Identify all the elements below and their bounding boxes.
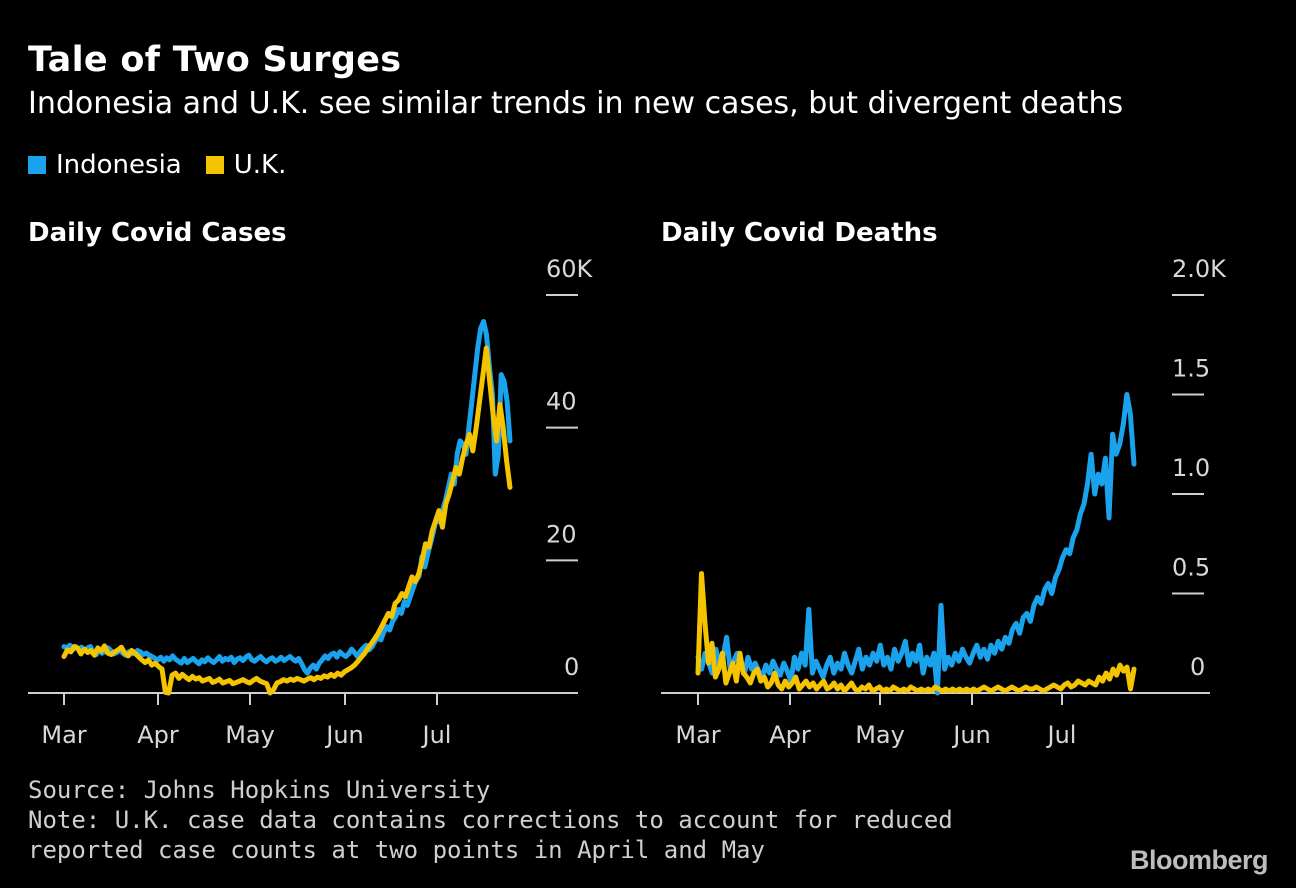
deaths-series-indonesia — [695, 392, 1137, 696]
deaths-ytick-label-4: 2.0K — [1172, 255, 1227, 283]
cases-ytick-label-2: 40 — [546, 388, 577, 416]
legend-swatch-uk — [205, 156, 224, 174]
legend-label-uk: U.K. — [233, 150, 287, 180]
cases-ytick-label-3: 60K — [546, 255, 594, 283]
deaths-xtick-label-3: Jun — [951, 721, 991, 749]
cases-xtick-label-3: Jun — [324, 721, 364, 749]
chart-title: Tale of Two Surges — [28, 40, 402, 80]
legend-label-indonesia: Indonesia — [56, 150, 182, 180]
cases-ytick-label-1: 20 — [546, 520, 577, 548]
cases-ytick-label-0: 0 — [564, 653, 579, 681]
deaths-ytick-label-1: 0.5 — [1172, 554, 1210, 582]
cases-series-indonesia — [61, 319, 513, 676]
deaths-series-uk — [695, 571, 1137, 694]
legend-swatch-indonesia — [28, 156, 46, 174]
deaths-ytick-label-2: 1.0 — [1172, 454, 1210, 482]
deaths-xtick-label-0: Mar — [675, 721, 720, 749]
cases-xtick-label-4: Jul — [421, 721, 452, 749]
bloomberg-logo: Bloomberg — [1129, 845, 1269, 875]
cases-series-uk — [61, 345, 513, 696]
deaths-panel-title: Daily Covid Deaths — [661, 218, 938, 248]
note-text: Note: U.K. case data contains correction… — [28, 806, 953, 864]
deaths-ytick-label-3: 1.5 — [1172, 355, 1210, 383]
cases-panel-title: Daily Covid Cases — [28, 218, 287, 248]
footer-notes: Source: Johns Hopkins University Note: U… — [28, 775, 1028, 865]
legend-item-indonesia: Indonesia — [28, 150, 182, 180]
cases-xtick-label-1: Apr — [137, 721, 179, 749]
deaths-xtick-label-4: Jul — [1046, 721, 1077, 749]
legend-item-uk: U.K. — [205, 150, 287, 180]
legend: Indonesia U.K. — [28, 150, 310, 180]
chart-subtitle: Indonesia and U.K. see similar trends in… — [28, 86, 1124, 121]
deaths-xtick-label-2: May — [855, 721, 905, 749]
cases-xtick-label-2: May — [225, 721, 275, 749]
deaths-ytick-label-0: 0 — [1190, 653, 1205, 681]
deaths-xtick-label-1: Apr — [769, 721, 811, 749]
source-text: Source: Johns Hopkins University — [28, 776, 491, 804]
cases-xtick-label-0: Mar — [41, 721, 86, 749]
